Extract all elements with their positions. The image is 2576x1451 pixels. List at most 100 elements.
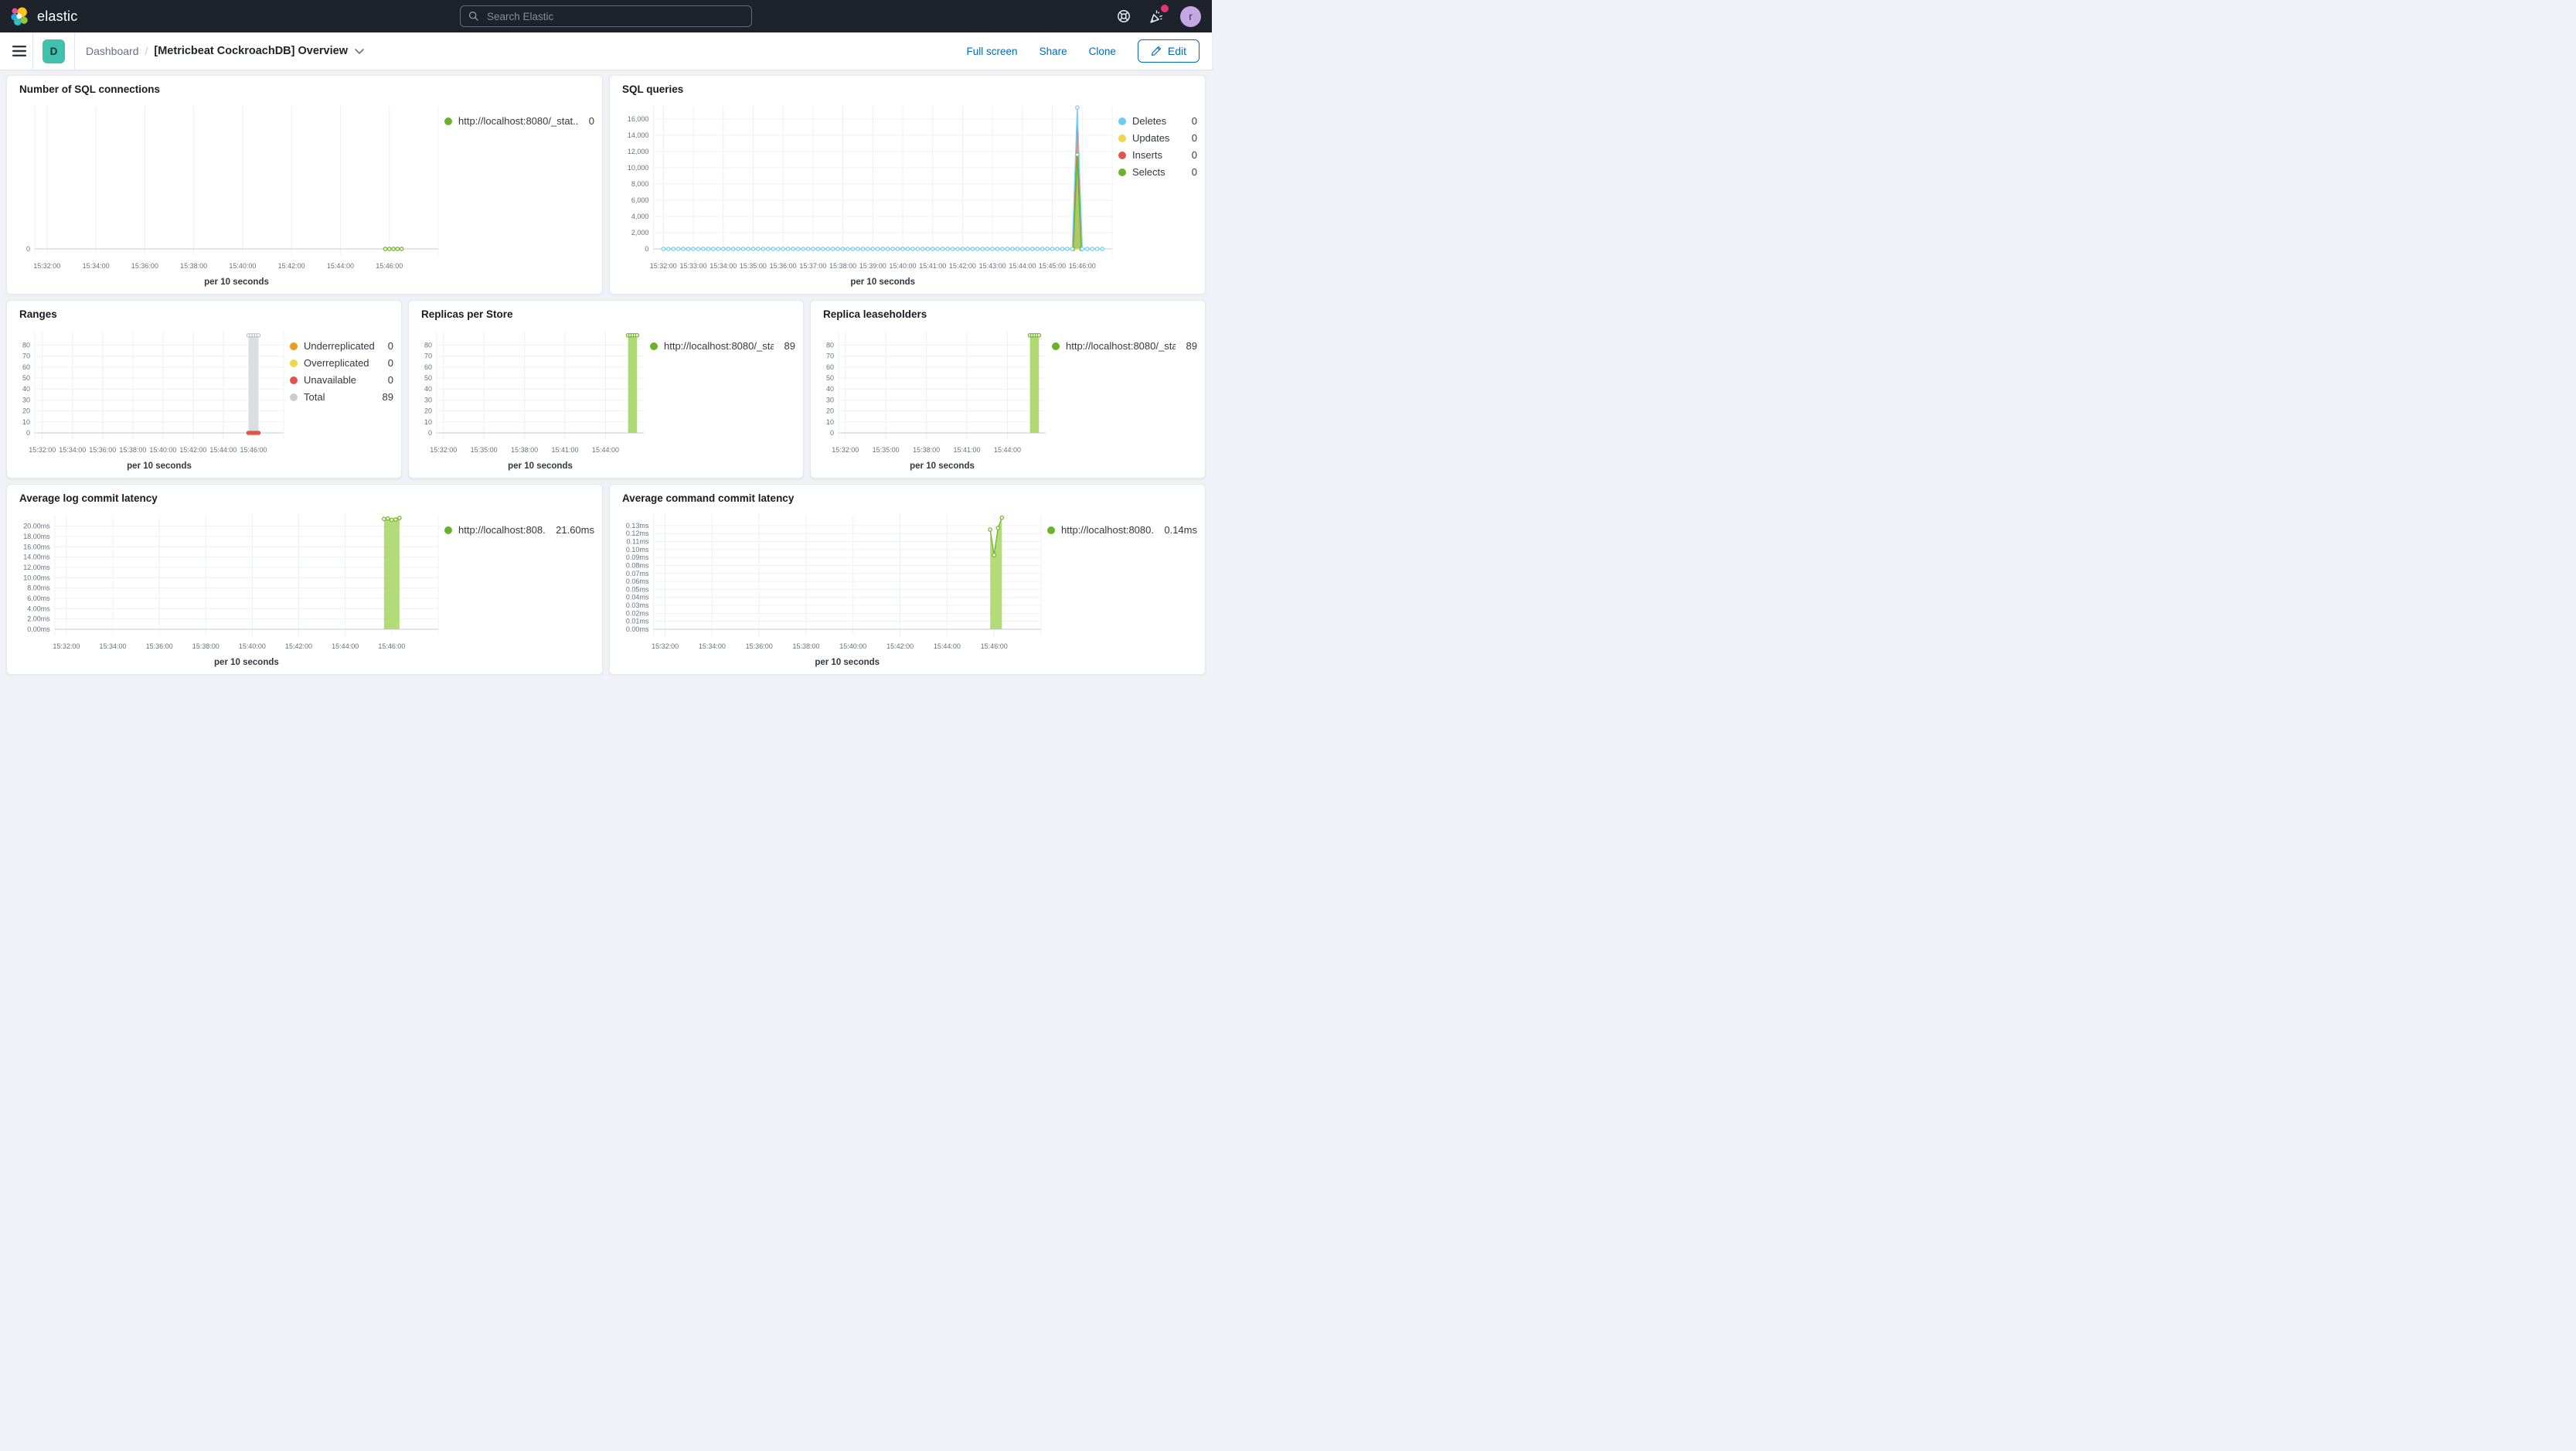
svg-text:10: 10 bbox=[826, 418, 834, 426]
brand-text: elastic bbox=[37, 8, 78, 24]
panel-title: Ranges bbox=[19, 308, 57, 320]
elastic-home-link[interactable]: elastic bbox=[11, 7, 77, 26]
legend-value: 0 bbox=[387, 357, 393, 369]
svg-text:4,000: 4,000 bbox=[631, 213, 649, 220]
legend-item[interactable]: http://localhost:8080/_sta... 89 bbox=[650, 340, 795, 352]
legend-item[interactable]: Inserts 0 bbox=[1118, 149, 1197, 161]
panel-sql-queries: SQL queries 15:32:00 15:33:00 15:34:00 15:3… bbox=[609, 75, 1206, 295]
chart-legend: http://localhost:8080/_sta... 89 bbox=[650, 320, 795, 475]
svg-text:15:41:00: 15:41:00 bbox=[552, 446, 579, 454]
menu-button[interactable] bbox=[6, 32, 32, 70]
svg-text:per 10 seconds: per 10 seconds bbox=[204, 278, 269, 287]
svg-text:15:44:00: 15:44:00 bbox=[994, 446, 1021, 454]
legend-item[interactable]: http://localhost:8080/_stat... 0 bbox=[444, 115, 594, 127]
legend-label: http://localhost:8080/_stat... bbox=[458, 115, 578, 127]
legend-item[interactable]: Unavailable 0 bbox=[290, 374, 393, 386]
svg-text:15:44:00: 15:44:00 bbox=[1009, 262, 1036, 270]
svg-text:15:35:00: 15:35:00 bbox=[471, 446, 498, 454]
chart-replica-leaseholders[interactable]: 15:32:00 15:35:00 15:38:00 15:41:00 15:44:00… bbox=[818, 320, 1052, 475]
panel-replicas-per-store: Replicas per Store 15:32:00 15:35:00 15:38… bbox=[408, 300, 804, 479]
legend-label: Underreplicated bbox=[304, 340, 375, 352]
chart-legend: http://localhost:8080... 0.14ms bbox=[1047, 504, 1197, 671]
svg-text:0.12ms: 0.12ms bbox=[626, 530, 649, 537]
full-screen-button[interactable]: Full screen bbox=[966, 45, 1018, 57]
svg-text:15:36:00: 15:36:00 bbox=[131, 262, 158, 270]
svg-text:0.05ms: 0.05ms bbox=[626, 585, 649, 593]
legend-dot bbox=[444, 526, 452, 534]
chart-sql-queries[interactable]: 15:32:00 15:33:00 15:34:00 15:35:00 15:36:00… bbox=[618, 95, 1118, 291]
svg-text:10,000: 10,000 bbox=[628, 164, 649, 172]
svg-text:15:38:00: 15:38:00 bbox=[913, 446, 940, 454]
legend-item[interactable]: http://localhost:8080/_sta... 89 bbox=[1052, 340, 1197, 352]
legend-item[interactable]: Overreplicated 0 bbox=[290, 357, 393, 369]
chart-legend: http://localhost:8080/_sta... 89 bbox=[1052, 320, 1197, 475]
svg-text:20: 20 bbox=[22, 407, 30, 415]
chart-legend: Underreplicated 0 Overreplicated 0 Unavailab… bbox=[290, 320, 393, 475]
svg-text:16,000: 16,000 bbox=[628, 115, 649, 123]
chart-avg-command-commit-latency[interactable]: 15:32:00 15:34:00 15:36:00 15:38:00 15:40:00… bbox=[618, 504, 1047, 671]
legend-item[interactable]: http://localhost:808... 21.60ms bbox=[444, 524, 594, 536]
panel-ranges: Ranges 15:32:00 15:34:00 15:36:00 15:38:00 1… bbox=[6, 300, 402, 479]
global-search-box[interactable] bbox=[460, 5, 752, 27]
svg-text:15:32:00: 15:32:00 bbox=[650, 262, 677, 270]
user-avatar[interactable]: r bbox=[1180, 5, 1201, 27]
search-input[interactable] bbox=[485, 9, 744, 23]
svg-text:70: 70 bbox=[826, 353, 834, 360]
chart-sql-connections[interactable]: 15:32:00 15:34:00 15:36:00 15:38:00 15:40:00… bbox=[15, 95, 444, 291]
panel-title: Number of SQL connections bbox=[19, 83, 161, 95]
chart-avg-log-commit-latency[interactable]: 15:32:00 15:34:00 15:36:00 15:38:00 15:40:00… bbox=[15, 504, 444, 671]
legend-label: http://localhost:8080/_sta... bbox=[1066, 340, 1176, 352]
legend-dot bbox=[290, 376, 298, 384]
svg-text:15:42:00: 15:42:00 bbox=[285, 642, 312, 650]
svg-text:50: 50 bbox=[826, 374, 834, 382]
svg-text:0.03ms: 0.03ms bbox=[626, 601, 649, 609]
legend-item[interactable]: Underreplicated 0 bbox=[290, 340, 393, 352]
legend-value: 89 bbox=[1186, 340, 1197, 352]
legend-item[interactable]: Selects 0 bbox=[1118, 166, 1197, 178]
chart-ranges[interactable]: 15:32:00 15:34:00 15:36:00 15:38:00 15:40:00… bbox=[15, 320, 290, 475]
space-badge[interactable]: D bbox=[43, 39, 65, 63]
panel-title: Average command commit latency bbox=[622, 492, 795, 504]
help-button[interactable] bbox=[1115, 8, 1132, 25]
svg-text:15:44:00: 15:44:00 bbox=[327, 262, 354, 270]
news-button[interactable] bbox=[1148, 5, 1169, 25]
hamburger-icon bbox=[12, 46, 26, 56]
svg-text:per 10 seconds: per 10 seconds bbox=[214, 658, 279, 667]
svg-text:15:36:00: 15:36:00 bbox=[746, 642, 773, 650]
legend-dot bbox=[290, 393, 298, 401]
legend-item[interactable]: Updates 0 bbox=[1118, 132, 1197, 144]
svg-text:0.06ms: 0.06ms bbox=[626, 577, 649, 585]
svg-text:40: 40 bbox=[826, 385, 834, 393]
panel-replica-leaseholders: Replica leaseholders 15:32:00 15:35:00 15:… bbox=[810, 300, 1206, 479]
svg-text:0.09ms: 0.09ms bbox=[626, 553, 649, 561]
chart-replicas-per-store[interactable]: 15:32:00 15:35:00 15:38:00 15:41:00 15:44:00… bbox=[417, 320, 650, 475]
edit-button[interactable]: Edit bbox=[1137, 39, 1200, 63]
svg-text:15:40:00: 15:40:00 bbox=[149, 446, 176, 454]
svg-text:0.10ms: 0.10ms bbox=[626, 546, 649, 553]
dashboard-toolbar: D Dashboard / [Metricbeat CockroachDB] O… bbox=[0, 32, 1212, 70]
svg-text:10: 10 bbox=[22, 418, 30, 426]
clone-button[interactable]: Clone bbox=[1088, 45, 1116, 57]
legend-item[interactable]: Total 89 bbox=[290, 391, 393, 403]
legend-value: 0 bbox=[1191, 132, 1197, 144]
svg-text:8.00ms: 8.00ms bbox=[27, 584, 50, 592]
svg-text:0: 0 bbox=[645, 245, 648, 253]
chevron-down-icon[interactable] bbox=[354, 48, 365, 55]
legend-item[interactable]: Deletes 0 bbox=[1118, 115, 1197, 127]
svg-text:40: 40 bbox=[424, 385, 432, 393]
svg-text:15:39:00: 15:39:00 bbox=[859, 262, 886, 270]
legend-dot bbox=[650, 342, 658, 350]
legend-item[interactable]: http://localhost:8080... 0.14ms bbox=[1047, 524, 1197, 536]
share-button[interactable]: Share bbox=[1039, 45, 1067, 57]
svg-text:0.13ms: 0.13ms bbox=[626, 522, 649, 530]
legend-value: 89 bbox=[784, 340, 795, 352]
legend-dot bbox=[290, 359, 298, 367]
panel-title: Replica leaseholders bbox=[823, 308, 927, 320]
page-title: [Metricbeat CockroachDB] Overview bbox=[154, 45, 348, 57]
svg-text:15:32:00: 15:32:00 bbox=[430, 446, 457, 454]
breadcrumb-dashboard[interactable]: Dashboard bbox=[86, 45, 139, 57]
svg-text:20: 20 bbox=[424, 407, 432, 415]
svg-text:50: 50 bbox=[22, 374, 30, 382]
svg-text:0.07ms: 0.07ms bbox=[626, 570, 649, 577]
svg-text:15:32:00: 15:32:00 bbox=[29, 446, 56, 454]
